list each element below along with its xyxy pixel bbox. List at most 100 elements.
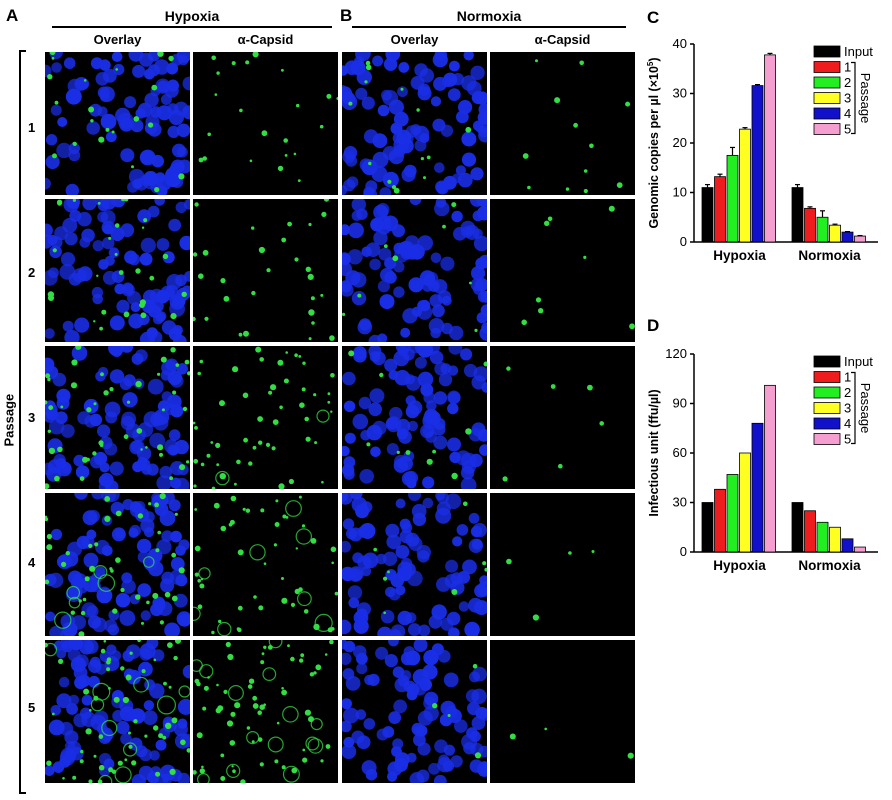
legend-label: 1: [844, 370, 851, 385]
microscopy-image-col2-passage-4: [193, 493, 338, 636]
legend-label: 2: [844, 385, 851, 400]
microscopy-image-col2-passage-5: [193, 640, 338, 783]
row-label-3: 3: [28, 410, 36, 425]
legend-label: 4: [844, 106, 851, 121]
y-tick-label: 20: [673, 135, 687, 150]
y-axis-title: Infectious unit (ffu/µl): [647, 389, 661, 516]
bar-normoxia-5: [854, 235, 866, 243]
legend-swatch: [813, 92, 841, 104]
bar-normoxia-2: [816, 216, 829, 243]
bar-hypoxia-3: [739, 452, 751, 553]
bar-hypoxia-2: [726, 474, 739, 553]
bar-hypoxia-1: [714, 488, 726, 553]
passage-bracket: [19, 50, 26, 794]
legend-label: 3: [844, 401, 851, 416]
column-label-normoxia-overlay: Overlay: [390, 32, 439, 47]
bar-normoxia-1: [804, 207, 816, 243]
legend-label: 5: [844, 122, 851, 137]
legend-swatch: [813, 76, 841, 89]
row-label-4: 4: [28, 555, 36, 570]
y-tick-label: 60: [673, 445, 687, 460]
legend-label: 1: [844, 60, 851, 75]
bar-normoxia-3: [829, 224, 841, 243]
legend-swatch: [813, 355, 841, 368]
microscopy-image-col3-passage-5: [342, 640, 487, 783]
normoxia-title-rule: [352, 26, 626, 28]
column-label-hypoxia-overlay: Overlay: [93, 32, 142, 47]
microscopy-image-col4-passage-5: [490, 640, 635, 783]
legend-bracket: [851, 371, 856, 445]
bar-hypoxia-3: [739, 128, 751, 243]
hypoxia-title: Hypoxia: [164, 8, 220, 24]
row-label-2: 2: [28, 265, 36, 280]
y-axis-title: Genomic copies per µl (×105): [646, 57, 661, 228]
microscopy-image-col1-passage-2: [45, 199, 190, 342]
microscopy-image-col1-passage-3: [45, 346, 190, 489]
bar-normoxia-4: [841, 231, 854, 243]
legend-label: 5: [844, 432, 851, 447]
row-label-5: 5: [28, 700, 36, 715]
y-tick-label: 0: [680, 234, 687, 249]
y-tick-label: 30: [673, 86, 687, 101]
y-tick-label: 10: [673, 185, 687, 200]
y-tick-label: 90: [673, 396, 687, 411]
legend-swatch: [813, 402, 841, 414]
bar-hypoxia-input: [701, 187, 714, 243]
bar-hypoxia-input: [701, 502, 714, 553]
panel-letter-d: D: [647, 316, 660, 335]
microscopy-image-col4-passage-2: [490, 199, 635, 342]
legend-label: Input: [844, 44, 873, 59]
bar-hypoxia-2: [726, 154, 739, 243]
legend-bracket: [851, 61, 856, 135]
microscopy-image-col3-passage-1: [342, 52, 487, 195]
bar-hypoxia-5: [764, 384, 776, 553]
legend-swatch: [813, 433, 841, 445]
legend-swatch: [813, 107, 841, 120]
y-tick-label: 30: [673, 495, 687, 510]
microscopy-image-col2-passage-3: [193, 346, 338, 489]
chart-d-svg: 0 30 60 90 120 Infectious unit (ffu/µl) Hypoxi…: [647, 346, 878, 573]
chart-genomic-copies: 0 10 20 30 40 Genomic copies per µl (×105) Hyp…: [640, 30, 890, 285]
panel-letter-b: B: [340, 6, 353, 25]
legend-swatch: [813, 417, 841, 430]
bar-hypoxia-4: [751, 422, 764, 553]
row-label-1: 1: [28, 120, 36, 135]
microscopy-image-col2-passage-1: [193, 52, 338, 195]
microscopy-image-col2-passage-2: [193, 199, 338, 342]
microscopy-image-col4-passage-4: [490, 493, 635, 636]
bar-hypoxia-1: [714, 176, 726, 243]
legend-bracket-label: Passage: [858, 383, 873, 434]
microscopy-image-col3-passage-4: [342, 493, 487, 636]
legend-label: 4: [844, 416, 851, 431]
legend-label: 3: [844, 91, 851, 106]
legend-swatch: [813, 45, 841, 58]
microscopy-image-col3-passage-2: [342, 199, 487, 342]
y-tick-label: 40: [673, 36, 687, 51]
panel-letter-a: A: [6, 6, 19, 25]
microscopy-image-col1-passage-1: [45, 52, 190, 195]
y-tick-label: 0: [680, 544, 687, 559]
bar-normoxia-5: [854, 546, 866, 553]
chart-infectious-unit: 0 30 60 90 120 Infectious unit (ffu/µl) Hypoxi…: [640, 340, 890, 595]
microscopy-image-col1-passage-5: [45, 640, 190, 783]
bar-normoxia-input: [791, 187, 804, 243]
legend-label: Input: [844, 354, 873, 369]
x-category-label: Hypoxia: [713, 558, 766, 573]
microscopy-image-col3-passage-3: [342, 346, 487, 489]
microscopy-image-col4-passage-3: [490, 346, 635, 489]
column-label-hypoxia-capsid: α-Capsid: [237, 32, 294, 47]
bar-hypoxia-5: [764, 54, 776, 243]
x-category-label: Hypoxia: [713, 248, 766, 263]
y-tick-label: 120: [665, 346, 687, 361]
microscopy-image-col4-passage-1: [490, 52, 635, 195]
normoxia-title: Normoxia: [456, 8, 522, 24]
x-category-label: Normoxia: [798, 248, 861, 263]
legend-swatch: [813, 61, 841, 73]
bar-normoxia-3: [829, 526, 841, 553]
bar-normoxia-4: [841, 538, 854, 553]
bar-normoxia-1: [804, 510, 816, 553]
panel-letter-c: C: [647, 8, 660, 27]
bar-normoxia-2: [816, 521, 829, 553]
legend-label: 2: [844, 75, 851, 90]
chart-c-svg: 0 10 20 30 40 Genomic copies per µl (×105) Hyp…: [646, 36, 878, 263]
